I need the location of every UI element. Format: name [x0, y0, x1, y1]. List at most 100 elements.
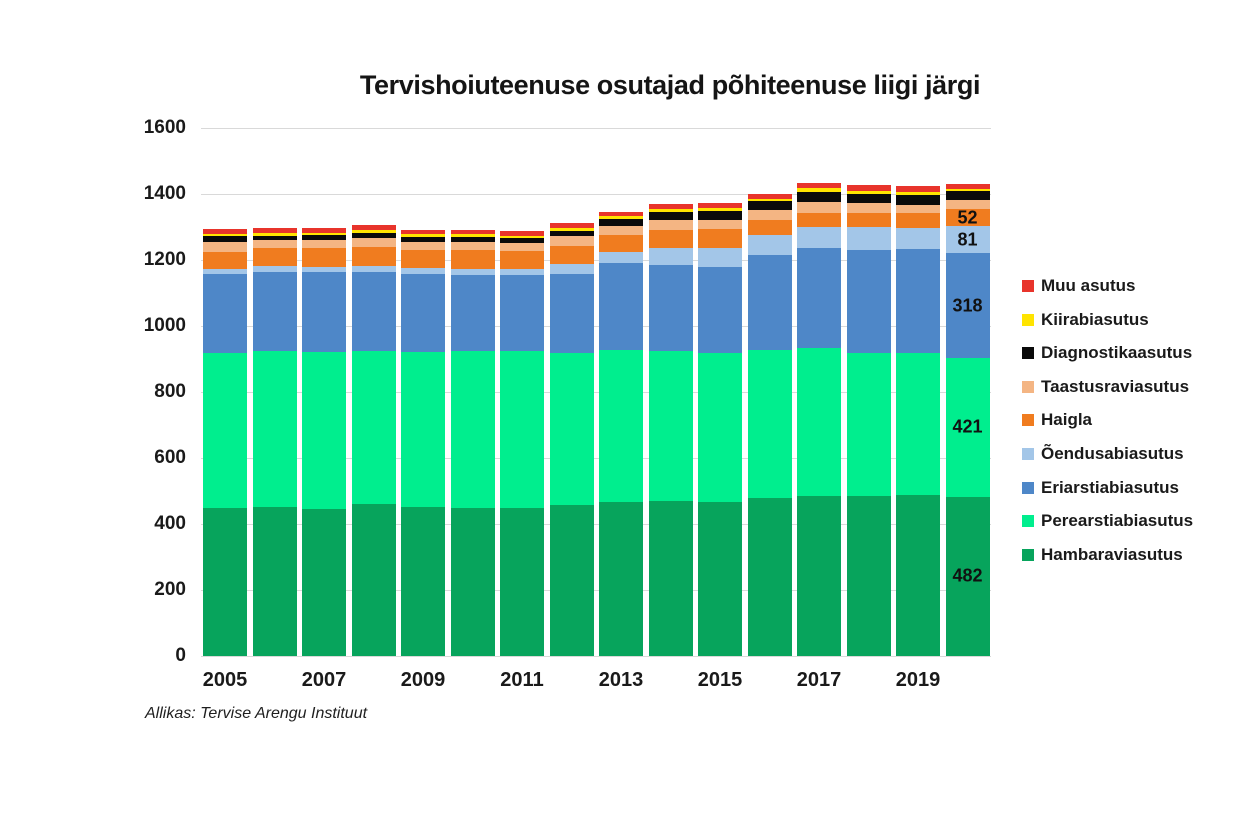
- bar-segment-Õendusabiasutus-2018: [847, 227, 891, 251]
- bar-segment-Õendusabiasutus-2010: [451, 268, 495, 275]
- bar-segment-Muu asutus-2019: [896, 186, 940, 192]
- bar-segment-Muu asutus-2011: [500, 230, 544, 236]
- bar-segment-Eriarstiabiasutus-2014: [649, 264, 693, 351]
- bar-segment-Haigla-2012: [550, 245, 594, 265]
- bar-segment-Diagnostikaasutus-2012: [550, 230, 594, 236]
- bar-segment-Õendusabiasutus-2017: [797, 227, 841, 249]
- bar-segment-Taastusraviasutus-2006: [253, 240, 297, 248]
- bar-segment-Diagnostikaasutus-2005: [203, 236, 247, 242]
- gridline-y-0: [201, 656, 991, 657]
- bar-segment-Muu asutus-2020: [946, 183, 990, 189]
- bar-segment-Haigla-2011: [500, 251, 544, 269]
- bar-segment-Perearstiabiasutus-2008: [352, 350, 396, 504]
- bar-segment-Taastusraviasutus-2014: [649, 220, 693, 230]
- bar-segment-Kiirabiasutus-2016: [748, 198, 792, 202]
- x-axis-tick-label: 2009: [400, 669, 446, 691]
- bar-value-label-Perearstiabiasutus: 421: [952, 416, 983, 437]
- legend-label: Hambaraviasutus: [1041, 545, 1183, 564]
- bar-segment-Kiirabiasutus-2006: [253, 233, 297, 236]
- bar-segment-Eriarstiabiasutus-2012: [550, 273, 594, 354]
- bar-segment-Perearstiabiasutus-2006: [253, 350, 297, 507]
- x-axis-tick-label: 2013: [598, 669, 644, 691]
- bar-segment-Haigla-2015: [698, 228, 742, 248]
- bar-segment-Õendusabiasutus-2012: [550, 264, 594, 274]
- bar-segment-Taastusraviasutus-2016: [748, 209, 792, 221]
- bar-segment-Perearstiabiasutus-2005: [203, 352, 247, 509]
- gridline-y-200: [201, 590, 991, 591]
- legend-item-haigla: Haigla: [1022, 410, 1092, 430]
- bar-segment-Perearstiabiasutus-2019: [896, 353, 940, 495]
- bar-segment-Kiirabiasutus-2018: [847, 190, 891, 194]
- bar-segment-Eriarstiabiasutus-2009: [401, 273, 445, 352]
- bar-segment-Hambaraviasutus-2016: [748, 498, 792, 656]
- bar-segment-Õendusabiasutus-2016: [748, 235, 792, 256]
- bar-segment-Diagnostikaasutus-2016: [748, 201, 792, 210]
- bar-segment-Kiirabiasutus-2012: [550, 228, 594, 231]
- chart-title: Tervishoiuteenuse osutajad põhiteenuse l…: [359, 70, 981, 100]
- bar-value-label-Hambaraviasutus: 482: [952, 565, 983, 586]
- legend-label: Eriarstiabiasutus: [1041, 478, 1179, 497]
- bar-segment-Diagnostikaasutus-2007: [302, 234, 346, 240]
- y-axis-tick-label: 400: [154, 513, 186, 534]
- bar-segment-Hambaraviasutus-2011: [500, 507, 544, 656]
- x-axis-tick-label: 2017: [796, 669, 842, 691]
- bar-segment-Taastusraviasutus-2009: [401, 241, 445, 251]
- bar-segment-Õendusabiasutus-2007: [302, 266, 346, 273]
- bar-segment-Taastusraviasutus-2012: [550, 235, 594, 246]
- bar-segment-Õendusabiasutus-2020: [946, 226, 990, 254]
- bar-segment-Eriarstiabiasutus-2005: [203, 273, 247, 353]
- bar-segment-Taastusraviasutus-2019: [896, 204, 940, 214]
- bar-segment-Kiirabiasutus-2014: [649, 208, 693, 213]
- x-axis-tick-label: 2007: [301, 669, 347, 691]
- bar-segment-Õendusabiasutus-2011: [500, 268, 544, 275]
- bar-segment-Diagnostikaasutus-2019: [896, 194, 940, 205]
- bar-segment-Haigla-2019: [896, 213, 940, 229]
- y-axis-tick-label: 800: [154, 381, 186, 402]
- bar-segment-Perearstiabiasutus-2007: [302, 351, 346, 510]
- bar-segment-Perearstiabiasutus-2017: [797, 348, 841, 496]
- gridline-y-1000: [201, 326, 991, 327]
- legend-label: Õendusabiasutus: [1041, 444, 1184, 463]
- bar-segment-Haigla-2013: [599, 234, 643, 253]
- bar-segment-Taastusraviasutus-2005: [203, 241, 247, 252]
- bar-segment-Perearstiabiasutus-2011: [500, 350, 544, 508]
- bar-segment-Diagnostikaasutus-2017: [797, 191, 841, 202]
- bar-segment-Eriarstiabiasutus-2011: [500, 274, 544, 351]
- bar-segment-Muu asutus-2007: [302, 227, 346, 233]
- bar-segment-Eriarstiabiasutus-2020: [946, 253, 990, 358]
- bar-segment-Hambaraviasutus-2006: [253, 506, 297, 656]
- bar-segment-Eriarstiabiasutus-2008: [352, 271, 396, 351]
- bar-segment-Hambaraviasutus-2019: [896, 494, 940, 656]
- bar-segment-Muu asutus-2013: [599, 211, 643, 216]
- gridline-y-1400: [201, 194, 991, 195]
- x-axis-tick-label: 2011: [500, 669, 544, 691]
- bar-segment-Muu asutus-2016: [748, 194, 792, 199]
- bar-segment-Hambaraviasutus-2018: [847, 495, 891, 656]
- bar-segment-Taastusraviasutus-2007: [302, 239, 346, 249]
- bar-segment-Kiirabiasutus-2020: [946, 188, 990, 192]
- bar-segment-Perearstiabiasutus-2012: [550, 353, 594, 505]
- bar-segment-Taastusraviasutus-2020: [946, 199, 990, 210]
- bar-segment-Diagnostikaasutus-2014: [649, 212, 693, 221]
- bar-value-label-Eriarstiabiasutus: 318: [952, 295, 983, 316]
- legend-swatch-icon: [1022, 515, 1034, 527]
- bar-segment-Kiirabiasutus-2005: [203, 233, 247, 237]
- bar-segment-Õendusabiasutus-2013: [599, 252, 643, 264]
- legend-label: Kiirabiasutus: [1041, 310, 1149, 329]
- bar-value-label-Õendusabiasutus: 81: [957, 229, 978, 250]
- bar-segment-Hambaraviasutus-2008: [352, 503, 396, 656]
- gridline-y-1200: [201, 260, 991, 261]
- bar-segment-Hambaraviasutus-2020: [946, 496, 990, 656]
- y-axis-tick-label: 1400: [143, 183, 186, 204]
- bar-segment-Haigla-2014: [649, 229, 693, 249]
- bar-segment-Haigla-2008: [352, 246, 396, 266]
- source-note: Allikas: Tervise Arengu Instituut: [145, 705, 368, 722]
- y-axis-tick-label: 600: [154, 447, 186, 468]
- bar-segment-Taastusraviasutus-2017: [797, 201, 841, 214]
- bar-segment-Kiirabiasutus-2019: [896, 191, 940, 195]
- legend-item-taastusraviasutus: Taastusraviasutus: [1022, 377, 1189, 397]
- bar-segment-Hambaraviasutus-2012: [550, 504, 594, 656]
- bar-segment-Hambaraviasutus-2013: [599, 501, 643, 656]
- legend-item-õendusabiasutus: Õendusabiasutus: [1022, 444, 1184, 464]
- bar-segment-Diagnostikaasutus-2018: [847, 194, 891, 204]
